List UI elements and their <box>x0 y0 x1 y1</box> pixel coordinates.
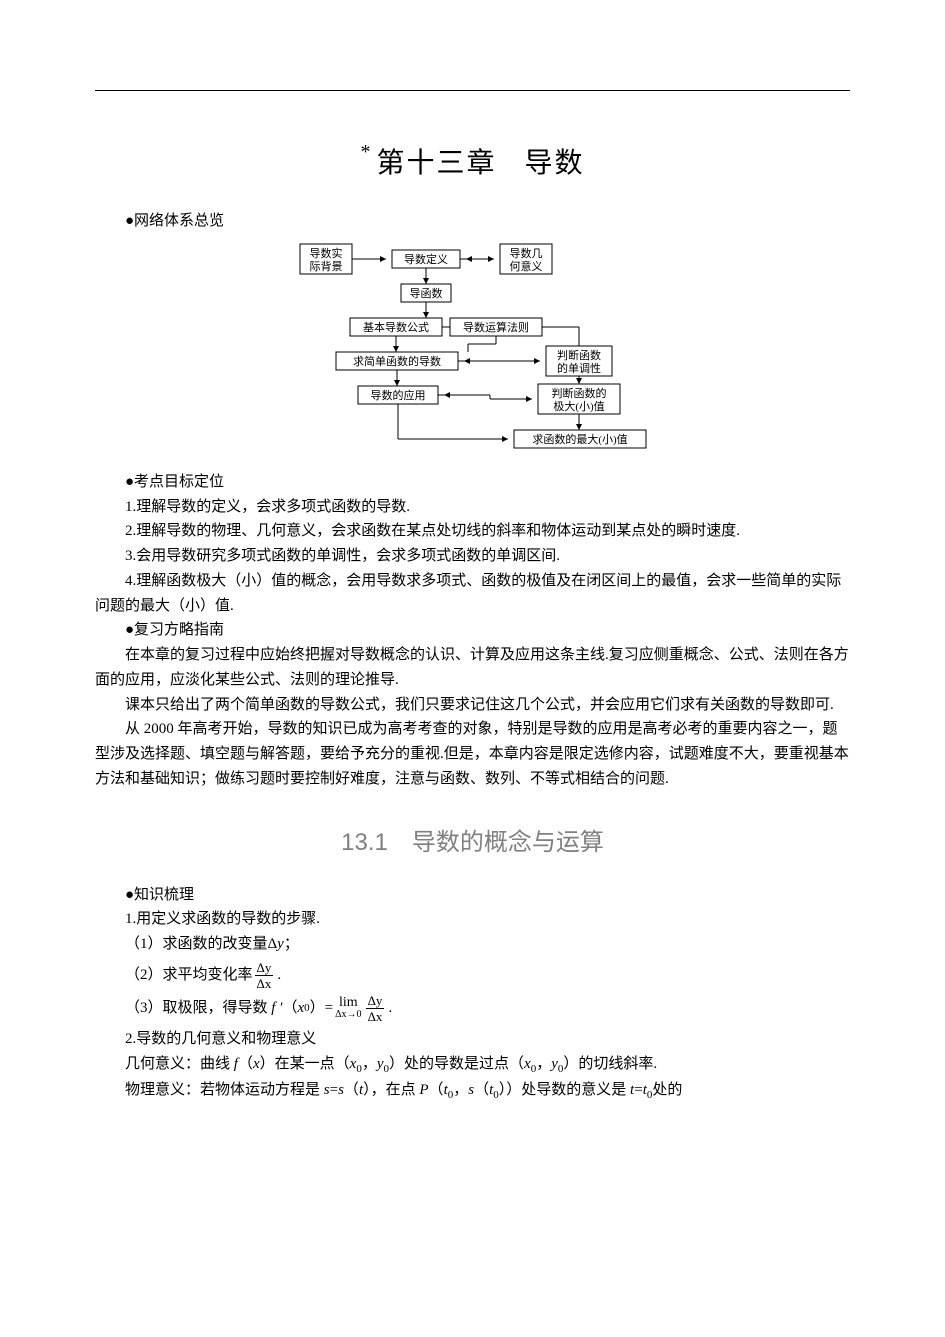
frac-den: Δx <box>255 976 274 990</box>
geo-a: 几何意义：曲线 <box>125 1056 230 1072</box>
k1-step2: （2）求平均变化率 Δy Δx . <box>95 961 850 990</box>
knowledge-heading: ●知识梳理 <box>95 883 850 908</box>
phy-c: = <box>330 1082 338 1098</box>
strategy-p1: 在本章的复习过程中应始终把握对导数概念的认识、计算及应用这条主线.复习应侧重概念… <box>95 643 850 693</box>
section-number: 13.1 <box>341 829 388 856</box>
lim-bot: Δx→0 <box>335 1010 361 1020</box>
geo-i: ）处的导数是过点（ <box>389 1056 524 1072</box>
phy-i: （ <box>429 1082 444 1098</box>
diag-node-10a: 判断函数的 <box>551 386 606 400</box>
k1-1-c: ； <box>284 936 299 952</box>
lim-top: lim <box>335 996 361 1010</box>
geo-m: ）的切线斜率. <box>563 1056 657 1072</box>
geo-k: ， <box>536 1056 551 1072</box>
k1-2-a: （2）求平均变化率 <box>95 963 253 988</box>
period-2: . <box>388 996 392 1021</box>
k1-3-e: ）= <box>310 996 333 1021</box>
phy-h: P <box>419 1082 428 1098</box>
geo-meaning: 几何意义：曲线 f（x）在某一点（x0，y0）处的导数是过点（x0，y0）的切线… <box>95 1052 850 1078</box>
k1-1-a: （1）求函数的改变量Δ <box>125 936 277 952</box>
chapter-title-part1: 第十三章 <box>376 148 496 179</box>
frac-den-2: Δx <box>366 1009 385 1023</box>
k1-3-a: （3）取极限，得导数 <box>95 996 268 1021</box>
diag-node-9b: 的单调性 <box>557 361 601 375</box>
phy-meaning: 物理意义：若物体运动方程是 s=s（t），在点 P（t0，s（t0））处导数的意… <box>95 1078 850 1104</box>
concept-diagram: 导数实 际背景 导数定义 导数几 何意义 导函数 <box>258 238 688 460</box>
k1-1-b: y <box>277 936 284 952</box>
diag-node-10b: 极大(小)值 <box>553 399 604 413</box>
diag-node-6: 导数运算法则 <box>463 320 529 334</box>
k1-3-b: f ′ <box>271 996 282 1021</box>
k1-3-d: x <box>297 996 304 1021</box>
diag-node-1b: 际背景 <box>309 259 342 273</box>
fraction-dy-dx-2: Δy Δx <box>366 994 385 1023</box>
objectives-heading: ●考点目标定位 <box>95 470 850 495</box>
diag-node-7: 求简单函数的导数 <box>353 354 441 368</box>
geo-l: y <box>551 1056 558 1072</box>
fraction-dy-dx: Δy Δx <box>255 961 274 990</box>
strategy-block: ●复习方略指南 在本章的复习过程中应始终把握对导数概念的认识、计算及应用这条主线… <box>95 618 850 791</box>
diag-node-8: 导数的应用 <box>370 388 425 402</box>
phy-k: ， <box>453 1082 468 1098</box>
top-horizontal-rule <box>95 90 850 91</box>
knowledge-block: ●知识梳理 1.用定义求函数的导数的步骤. （1）求函数的改变量Δy； （2）求… <box>95 883 850 1104</box>
objective-3: 3.会用导数研究多项式函数的单调性，会求多项式函数的单调区间. <box>95 544 850 569</box>
phy-e: （ <box>344 1082 359 1098</box>
diag-node-1a: 导数实 <box>309 246 342 260</box>
k1-3-c: （ <box>282 996 297 1021</box>
strategy-p3: 从 2000 年高考开始，导数的知识已成为高考考查的对象，特别是导数的应用是高考… <box>95 717 850 791</box>
period-1: . <box>277 963 281 988</box>
geo-h: y <box>377 1056 384 1072</box>
strategy-heading: ●复习方略指南 <box>95 618 850 643</box>
geo-j: x <box>524 1056 531 1072</box>
diag-node-11: 求函数的最大(小)值 <box>532 432 627 446</box>
geo-e: ）在某一点（ <box>260 1056 350 1072</box>
strategy-p2: 课本只给出了两个简单函数的导数公式，我们只要求记住这几个公式，并会应用它们求有关… <box>95 693 850 718</box>
phy-o: ））处导数的意义是 <box>499 1082 627 1098</box>
diag-node-4: 导函数 <box>409 287 442 300</box>
overview-heading: ●网络体系总览 <box>95 209 850 234</box>
phy-m: （ <box>474 1082 489 1098</box>
objectives-block: ●考点目标定位 1.理解导数的定义，会求多项式函数的导数. 2.理解导数的物理、… <box>95 470 850 619</box>
objective-2: 2.理解导数的物理、几何意义，会求函数在某点处切线的斜率和物体运动到某点处的瞬时… <box>95 519 850 544</box>
objective-1: 1.理解导数的定义，会求多项式函数的导数. <box>95 495 850 520</box>
chapter-title-part2: 导数 <box>525 148 585 179</box>
k1-step3: （3）取极限，得导数 f ′ （x0）= lim Δx→0 Δy Δx . <box>95 994 850 1023</box>
diag-node-9a: 判断函数 <box>557 348 601 362</box>
diag-node-5: 基本导数公式 <box>363 320 429 334</box>
phy-a: 物理意义：若物体运动方程是 <box>125 1082 320 1098</box>
geo-c: （ <box>238 1056 253 1072</box>
geo-d: x <box>253 1056 260 1072</box>
diag-node-3a: 导数几 <box>509 247 542 260</box>
k2: 2.导数的几何意义和物理意义 <box>95 1027 850 1052</box>
phy-g: ），在点 <box>363 1082 416 1098</box>
k1: 1.用定义求函数的导数的步骤. <box>95 907 850 932</box>
section-name: 导数的概念与运算 <box>412 829 604 856</box>
frac-num: Δy <box>255 961 274 976</box>
limit-symbol: lim Δx→0 <box>335 996 361 1020</box>
asterisk: * <box>360 141 372 163</box>
document-page: *第十三章导数 ●网络体系总览 导数实 际背景 导数定义 导数几 何意义 <box>0 0 945 1144</box>
section-13-1-title: 13.1 导数的概念与运算 <box>95 822 850 857</box>
diag-node-3b: 何意义 <box>509 259 542 273</box>
chapter-title: *第十三章导数 <box>95 141 850 181</box>
phy-s: 处的 <box>652 1082 682 1098</box>
geo-g: ， <box>362 1056 377 1072</box>
objective-4: 4.理解函数极大（小）值的概念，会用导数求多项式、函数的极值及在闭区间上的最值，… <box>95 569 850 619</box>
k1-step1: （1）求函数的改变量Δy； <box>95 932 850 957</box>
phy-q: = <box>634 1082 642 1098</box>
diag-node-2: 导数定义 <box>404 252 448 266</box>
frac-num-2: Δy <box>366 994 385 1009</box>
